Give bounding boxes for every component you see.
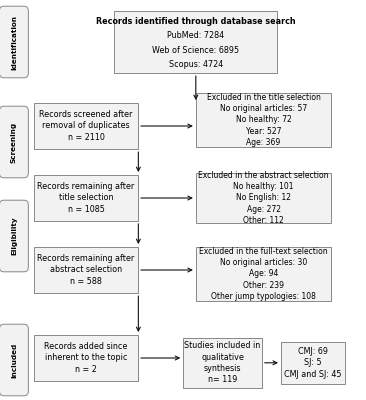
FancyBboxPatch shape — [196, 93, 331, 147]
Text: PubMed: 7284: PubMed: 7284 — [167, 31, 224, 40]
Text: Excluded in the full-text selection
No original articles: 30
Age: 94
Other: 239
: Excluded in the full-text selection No o… — [199, 246, 328, 302]
Text: Studies included in
qualitative
synthesis
n= 119: Studies included in qualitative synthesi… — [184, 341, 261, 384]
FancyBboxPatch shape — [183, 338, 262, 388]
Text: Identification: Identification — [11, 14, 17, 70]
FancyBboxPatch shape — [0, 200, 29, 272]
FancyBboxPatch shape — [196, 173, 331, 223]
Text: Records remaining after
title selection
n = 1085: Records remaining after title selection … — [37, 182, 135, 214]
Text: Excluded in the title selection
No original articles: 57
No healthy: 72
Year: 52: Excluded in the title selection No origi… — [206, 93, 321, 148]
Text: Records added since
inherent to the topic
n = 2: Records added since inherent to the topi… — [44, 342, 128, 374]
FancyBboxPatch shape — [34, 175, 138, 221]
Text: Scopus: 4724: Scopus: 4724 — [169, 60, 223, 69]
Text: Web of Science: 6895: Web of Science: 6895 — [152, 46, 239, 55]
Text: Records screened after
removal of duplicates
n = 2110: Records screened after removal of duplic… — [39, 110, 133, 142]
Text: Screening: Screening — [11, 122, 17, 162]
FancyBboxPatch shape — [34, 103, 138, 149]
FancyBboxPatch shape — [0, 106, 29, 178]
Text: Records remaining after
abstract selection
n = 588: Records remaining after abstract selecti… — [37, 254, 135, 286]
FancyBboxPatch shape — [196, 247, 331, 301]
FancyBboxPatch shape — [34, 335, 138, 381]
Text: Eligibility: Eligibility — [11, 217, 17, 255]
FancyBboxPatch shape — [0, 324, 29, 396]
Text: Excluded in the abstract selection
No healthy: 101
No English: 12
Age: 272
Other: Excluded in the abstract selection No he… — [198, 170, 329, 226]
Text: Included: Included — [11, 342, 17, 378]
FancyBboxPatch shape — [0, 6, 29, 78]
Text: CMJ: 69
SJ: 5
CMJ and SJ: 45: CMJ: 69 SJ: 5 CMJ and SJ: 45 — [284, 347, 342, 379]
FancyBboxPatch shape — [34, 247, 138, 293]
FancyBboxPatch shape — [281, 342, 345, 384]
FancyBboxPatch shape — [114, 11, 277, 73]
Text: Records identified through database search: Records identified through database sear… — [96, 17, 296, 26]
